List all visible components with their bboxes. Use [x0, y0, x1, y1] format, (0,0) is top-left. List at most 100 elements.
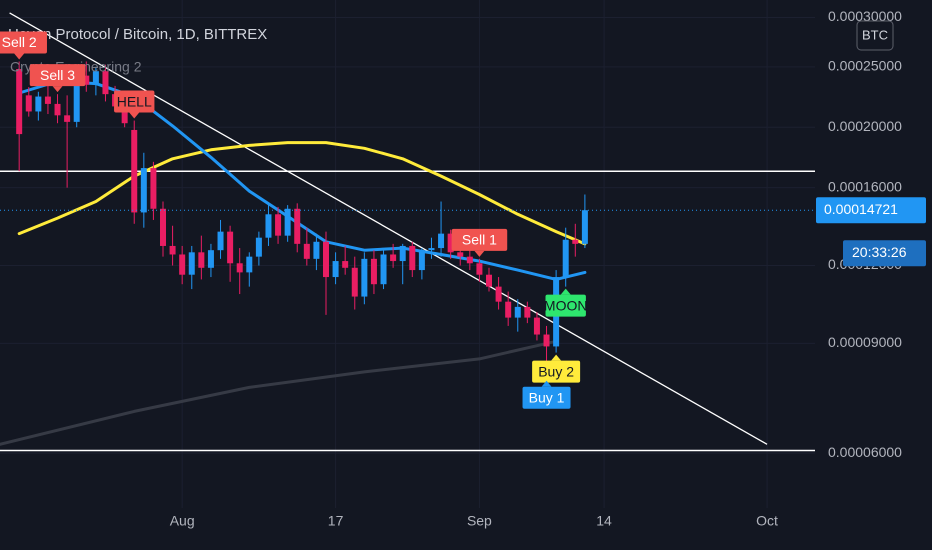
candle-body — [351, 267, 358, 297]
candle-body — [83, 75, 90, 85]
candle-body — [227, 231, 234, 264]
candle-body — [457, 252, 464, 257]
signal-pointer — [52, 86, 63, 93]
candle-body — [524, 306, 531, 318]
signal-label: Sell 1 — [451, 228, 508, 257]
signal-text: Sell 3 — [40, 67, 75, 83]
signal-box — [545, 294, 586, 317]
signal-text: HELL — [117, 93, 152, 109]
candle-body — [342, 261, 349, 268]
trend-line — [9, 12, 768, 445]
candle-body — [150, 168, 157, 209]
candle-body — [370, 258, 377, 285]
candle-body — [447, 233, 454, 253]
candle-body — [25, 95, 32, 112]
signal-box — [522, 386, 571, 409]
candle-body — [140, 168, 147, 213]
candle-body — [102, 71, 109, 95]
signal-label: HELL — [114, 90, 155, 119]
symbol-button-label[interactable]: BTC — [862, 27, 888, 42]
chart-title: Haven Protocol / Bitcoin, 1D, BITTREX — [8, 26, 267, 43]
candle-body — [64, 115, 71, 122]
candle-body — [390, 254, 397, 262]
signal-box — [114, 90, 155, 113]
signal-label: Buy 2 — [532, 354, 581, 383]
candle-body — [581, 210, 588, 244]
signal-text: Sell 2 — [2, 34, 37, 50]
candle-body — [380, 254, 387, 285]
candle-body — [284, 208, 291, 236]
signal-text: Sell 1 — [462, 232, 497, 248]
signal-pointer — [560, 288, 571, 295]
candle-body — [486, 274, 492, 287]
signal-pointer — [14, 53, 25, 60]
signal-box — [532, 360, 581, 383]
candle-body — [399, 245, 406, 262]
y-tick-label: 0.00020000 — [828, 118, 902, 134]
candle-body — [303, 243, 310, 259]
candle-body — [313, 241, 320, 259]
x-tick-label: Oct — [756, 513, 778, 529]
candle-body — [16, 69, 23, 135]
candle-body — [236, 263, 243, 273]
signal-label: Buy 1 — [522, 380, 571, 409]
candle-body — [160, 208, 166, 246]
signal-label: MOON — [544, 288, 588, 317]
symbol-button[interactable] — [856, 20, 894, 51]
moving-average-line — [0, 339, 558, 446]
signal-pointer — [129, 112, 140, 119]
signal-box — [29, 64, 86, 87]
y-tick-label: 0.00030000 — [828, 8, 902, 24]
candle-body — [466, 256, 473, 264]
x-tick-label: 17 — [328, 513, 344, 529]
x-tick-label: 14 — [596, 513, 612, 529]
signal-label: Sell 3 — [29, 64, 86, 93]
signal-pointer — [551, 354, 562, 361]
candle-body — [476, 263, 483, 275]
candle-body — [505, 301, 512, 318]
candle-body — [246, 256, 253, 273]
signal-text: Buy 1 — [529, 389, 565, 405]
signal-pointer — [474, 250, 485, 257]
candle-body — [265, 214, 272, 238]
moving-average-line — [17, 141, 587, 246]
candle-body — [54, 103, 61, 116]
last-price-label: 0.00014721 — [824, 201, 898, 217]
last-price-box — [816, 197, 926, 224]
signal-text: MOON — [544, 297, 588, 313]
candle-body — [275, 214, 282, 236]
signal-text: Buy 2 — [538, 363, 574, 379]
candle-body — [255, 237, 262, 257]
candle-body — [207, 250, 214, 268]
candle-body — [44, 96, 51, 104]
candle-body — [73, 75, 80, 122]
signal-box — [0, 31, 47, 54]
candle-body — [35, 96, 42, 112]
candle-body — [533, 317, 540, 335]
x-tick-label: Sep — [467, 513, 492, 529]
candle-body — [179, 254, 186, 275]
y-tick-label: 0.00025000 — [828, 58, 902, 74]
candle-body — [361, 258, 368, 297]
candle-body — [198, 252, 205, 268]
y-tick-label: 0.00009000 — [828, 334, 902, 350]
signal-box — [451, 228, 508, 251]
axes: 0.000060000.000090000.000120000.00016000… — [170, 8, 902, 529]
candle-body — [428, 248, 435, 251]
candle-body — [332, 261, 339, 278]
candle-body — [418, 250, 425, 271]
candle-body — [495, 286, 502, 302]
candle-body — [121, 106, 128, 124]
countdown-box — [843, 240, 926, 267]
candle-body — [188, 252, 195, 275]
y-tick-label: 0.00016000 — [828, 178, 902, 194]
signal-pointer — [541, 380, 552, 387]
candle-body — [92, 71, 99, 85]
candle-body — [514, 306, 521, 318]
plot-area — [0, 12, 815, 452]
candle-body — [572, 239, 579, 244]
x-tick-label: Aug — [170, 513, 195, 529]
candle-body — [323, 241, 329, 278]
